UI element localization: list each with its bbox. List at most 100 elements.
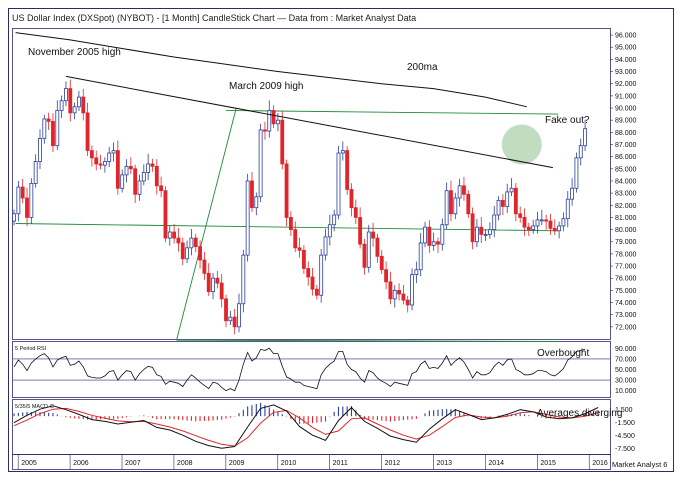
x-tick-label: 2015	[540, 460, 556, 467]
candle-body	[124, 165, 129, 176]
candle-body	[479, 226, 484, 235]
candle-body	[271, 110, 276, 125]
candle-body	[46, 118, 51, 122]
y-tick-label: 77.000	[615, 264, 637, 271]
candle-body	[102, 161, 107, 166]
x-tick-label: 2013	[436, 460, 452, 467]
candle-body	[72, 106, 77, 114]
y-tick-label: 81.000	[615, 215, 637, 222]
x-tick-label: 2012	[385, 460, 401, 467]
rsi-tick-label: 30.000	[615, 378, 637, 385]
candle-body	[276, 119, 280, 125]
rally-line	[176, 107, 237, 341]
candle-body	[206, 272, 211, 292]
candle-body	[449, 190, 453, 215]
candle-body	[535, 219, 540, 227]
y-tick-label: 96.000	[615, 33, 637, 40]
candle-body	[245, 180, 250, 256]
candle-body	[544, 219, 549, 222]
candle-body	[583, 128, 587, 147]
macd-panel-title: 5/35/5 MACD-C	[15, 404, 54, 410]
candle-body	[94, 157, 99, 165]
candle-body	[522, 217, 527, 228]
candle-body	[509, 187, 514, 193]
candle-body	[224, 298, 228, 322]
candle-body	[327, 224, 332, 238]
candle-body	[12, 213, 16, 222]
candle-body	[561, 218, 566, 227]
rsi-tick-label: 90.000	[615, 346, 637, 353]
candle-body	[423, 226, 427, 244]
candle-body	[505, 191, 510, 207]
candle-body	[241, 254, 246, 305]
y-tick-label: 95.000	[615, 45, 637, 52]
candle-body	[418, 242, 423, 271]
x-tick-label: 2007	[125, 460, 141, 467]
candle-body	[232, 316, 237, 328]
y-tick-label: 82.000	[615, 203, 637, 210]
candle-body	[366, 231, 371, 268]
candle-body	[345, 150, 350, 190]
candle-body	[323, 236, 328, 256]
y-tick-label: 74.000	[615, 300, 637, 307]
y-tick-label: 75.000	[615, 288, 637, 295]
candle-body	[98, 163, 103, 166]
candle-body	[340, 150, 345, 154]
annotation-mar2009-high: March 2009 high	[229, 81, 304, 92]
ma200-line	[15, 32, 528, 108]
y-tick-label: 85.000	[615, 166, 637, 173]
candle-body	[548, 220, 553, 229]
y-tick-label: 73.000	[615, 312, 637, 319]
macd-signal-line	[13, 407, 599, 447]
candle-body	[487, 229, 492, 235]
candle-body	[552, 227, 557, 232]
candle-body	[388, 281, 393, 300]
candle-body	[470, 213, 475, 243]
candle-body	[414, 269, 419, 275]
chart-title: US Dollar Index (DXSpot) (NYBOT) - [1 Mo…	[12, 13, 416, 23]
annotation-overbought: Overbought	[537, 348, 589, 359]
candle-body	[518, 213, 523, 218]
outer-frame	[8, 8, 674, 472]
candle-body	[211, 277, 215, 292]
candle-body	[362, 243, 367, 268]
annotation-200ma: 200ma	[407, 62, 438, 73]
y-tick-label: 76.000	[615, 276, 637, 283]
macd-tick-label: -1.500	[615, 420, 635, 427]
candle-body	[68, 88, 73, 114]
footer-brand: Market Analyst 6	[612, 460, 667, 469]
candle-body	[500, 200, 505, 207]
candle-body	[578, 145, 583, 159]
fakeout-circle	[501, 124, 542, 165]
candle-body	[466, 193, 471, 215]
candle-body	[193, 237, 198, 248]
macd-tick-label: 1.500	[615, 407, 633, 414]
candle-body	[288, 217, 293, 230]
candle-body	[462, 185, 466, 195]
channel-lower-line	[15, 223, 559, 232]
candle-body	[120, 174, 125, 189]
candle-body	[137, 180, 142, 195]
rsi-tick-label: 50.000	[615, 367, 637, 374]
candle-body	[263, 129, 267, 132]
candle-body	[427, 226, 432, 246]
macd-tick-label: -7.500	[615, 446, 635, 453]
candle-body	[496, 200, 501, 216]
candle-body	[353, 207, 358, 218]
candle-body	[154, 165, 159, 187]
x-tick-label: 2005	[21, 460, 37, 467]
candle-body	[115, 150, 120, 189]
candle-body	[293, 229, 298, 249]
candle-body	[176, 237, 181, 244]
y-tick-label: 72.000	[615, 324, 637, 331]
annotation-fakeout: Fake out?	[545, 115, 590, 126]
y-tick-label: 90.000	[615, 106, 637, 113]
candle-body	[513, 187, 518, 215]
candle-body	[349, 189, 354, 209]
candle-body	[314, 288, 319, 296]
x-tick-label: 2009	[229, 460, 245, 467]
candle-body	[189, 237, 194, 249]
candle-body	[167, 231, 172, 239]
